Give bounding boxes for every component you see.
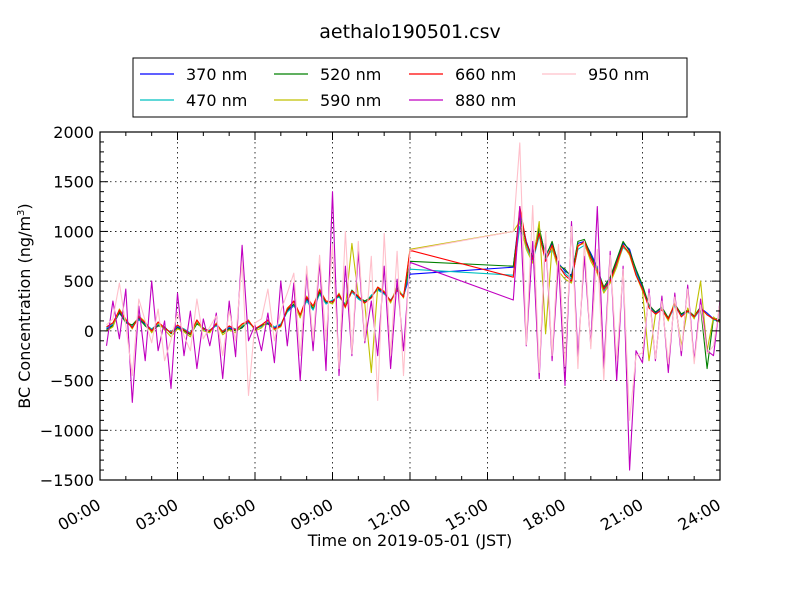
- y-axis-label: BC Concentration (ng/m3): [15, 203, 34, 408]
- legend-label: 370 nm: [186, 65, 247, 84]
- legend-box: [132, 57, 688, 118]
- y-axis-label-main: BC Concentration (ng/m: [15, 216, 34, 409]
- legend-label: 660 nm: [455, 65, 516, 84]
- y-tick-label: 1000: [53, 222, 94, 241]
- legend-entry: 880 nm: [409, 91, 516, 110]
- y-tick-label: 0: [84, 322, 94, 341]
- y-tick-label: 1500: [53, 173, 94, 192]
- legend-entry: 950 nm: [542, 65, 649, 84]
- y-tick-label: 500: [63, 272, 94, 291]
- legend-entry: 660 nm: [409, 65, 516, 84]
- legend-entry: 590 nm: [274, 91, 381, 110]
- y-axis-label-superscript: 3: [16, 210, 27, 216]
- series-line-950-nm: [106, 142, 721, 421]
- y-tick-label: 2000: [53, 123, 94, 142]
- plot-frame: [99, 131, 721, 481]
- y-tick-labels: −1500 −1000 −500 0 500 1000 1500 2000: [40, 123, 94, 490]
- y-tick-label: −1000: [40, 421, 94, 440]
- y-tick-label: −1500: [40, 471, 94, 490]
- legend-entry: 520 nm: [274, 65, 381, 84]
- legend-label: 520 nm: [320, 65, 381, 84]
- grid: [100, 132, 720, 480]
- y-axis-label-close: ): [15, 203, 34, 209]
- legend-label: 470 nm: [186, 91, 247, 110]
- legend-entry: 470 nm: [140, 91, 247, 110]
- chart-title: aethalo190501.csv: [319, 21, 501, 43]
- y-tick-label: −500: [50, 372, 94, 391]
- ticks: [99, 131, 721, 481]
- series-layer: [105, 142, 721, 471]
- legend-label: 880 nm: [455, 91, 516, 110]
- legend-label: 590 nm: [320, 91, 381, 110]
- x-axis-label: Time on 2019-05-01 (JST): [307, 531, 512, 550]
- legend-label: 950 nm: [588, 65, 649, 84]
- legend: 370 nm 470 nm 520 nm 590 nm 660 nm 880 nm 950 …: [132, 57, 688, 118]
- legend-entry: 370 nm: [140, 65, 247, 84]
